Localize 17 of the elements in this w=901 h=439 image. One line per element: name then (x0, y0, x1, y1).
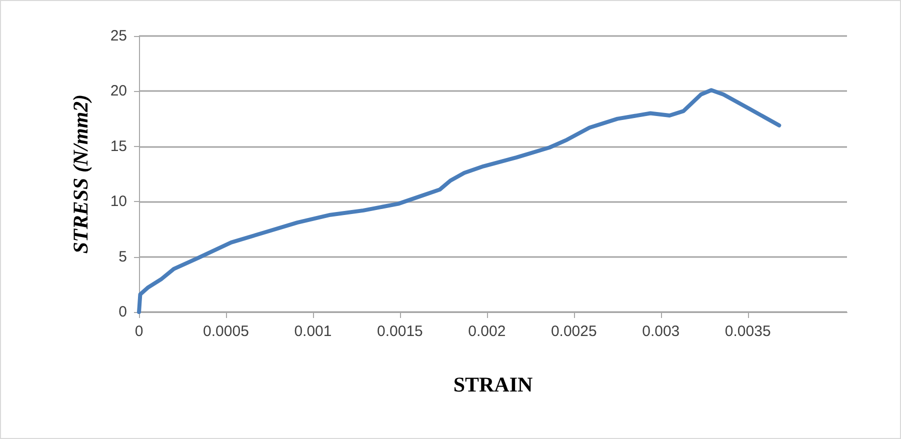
x-tick-label: 0.0035 (724, 323, 771, 340)
y-tick-label: 5 (118, 248, 127, 266)
x-axis-title: STRAIN (453, 372, 533, 396)
x-tick-label: 0.0005 (203, 323, 249, 340)
y-tick-label: 15 (110, 138, 127, 155)
y-tick-label: 20 (110, 82, 127, 100)
x-tick-label: 0.003 (642, 323, 680, 340)
x-tick-label: 0.001 (294, 323, 332, 340)
x-tick-label: 0.0015 (376, 323, 423, 340)
y-tick-label: 0 (118, 304, 127, 320)
y-tick-label: 10 (110, 193, 127, 210)
y-tick-label: 25 (110, 28, 127, 44)
y-axis-title: STRESS (N/mm2) (68, 94, 92, 254)
x-tick-label: 0.002 (468, 323, 506, 340)
x-tick-label: 0.0025 (550, 323, 597, 340)
x-tick-label: 0 (134, 323, 144, 340)
line-series (137, 88, 782, 314)
